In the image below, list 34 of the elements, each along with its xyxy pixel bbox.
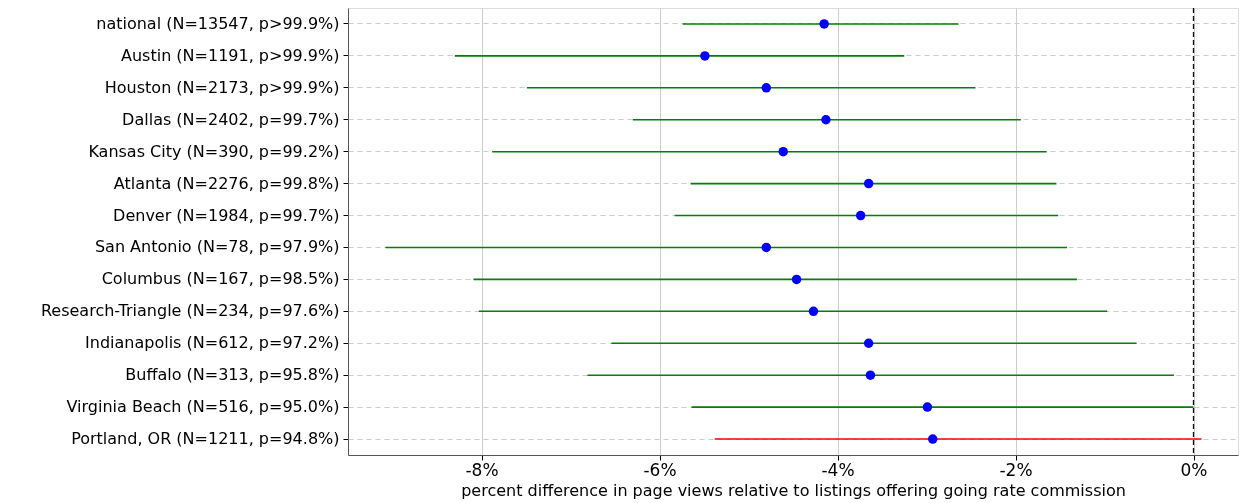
point — [761, 242, 772, 253]
x-tick-label: -2% — [999, 459, 1033, 480]
y-tick-label: Dallas (N=2402, p=99.7%) — [122, 109, 340, 129]
point — [778, 146, 788, 157]
point — [863, 178, 874, 189]
point — [865, 370, 876, 380]
point — [819, 19, 829, 29]
point — [700, 51, 710, 61]
x-tick-label: 0% — [1180, 459, 1208, 480]
x-tick-label: -8% — [465, 459, 499, 480]
point — [821, 115, 831, 125]
y-tick-label: national (N=13547, p>99.9%) — [96, 13, 340, 33]
point — [791, 274, 802, 285]
y-tick-label: Indianapolis (N=612, p=97.2%) — [85, 333, 340, 353]
y-tick-label: Houston (N=2173, p>99.9%) — [104, 77, 340, 97]
y-tick-label: Austin (N=1191, p>99.9%) — [120, 45, 340, 65]
x-tick-label: -4% — [821, 459, 855, 480]
point — [922, 402, 933, 412]
point — [863, 338, 874, 348]
x-tick-label: -6% — [643, 459, 677, 480]
point — [808, 306, 819, 317]
y-tick-label: San Antonio (N=78, p=97.9%) — [94, 237, 340, 257]
y-tick-label: Atlanta (N=2276, p=99.8%) — [113, 173, 340, 193]
point — [761, 83, 772, 93]
y-tick-label: Portland, OR (N=1211, p=94.8%) — [71, 429, 340, 449]
y-tick-label: Buffalo (N=313, p=95.8%) — [125, 365, 340, 385]
y-tick-label: Denver (N=1984, p=99.7%) — [113, 205, 340, 225]
y-tick-label: Virginia Beach (N=516, p=95.0%) — [66, 397, 340, 417]
point — [927, 434, 938, 444]
y-tick-label: Research-Triangle (N=234, p=97.6%) — [40, 301, 340, 321]
y-tick-label: Columbus (N=167, p=98.5%) — [101, 269, 340, 289]
point — [855, 210, 866, 221]
y-tick-label: Kansas City (N=390, p=99.2%) — [88, 141, 340, 161]
x-axis-title: percent difference in page views relative to listings offering going rate commission — [461, 480, 1126, 500]
